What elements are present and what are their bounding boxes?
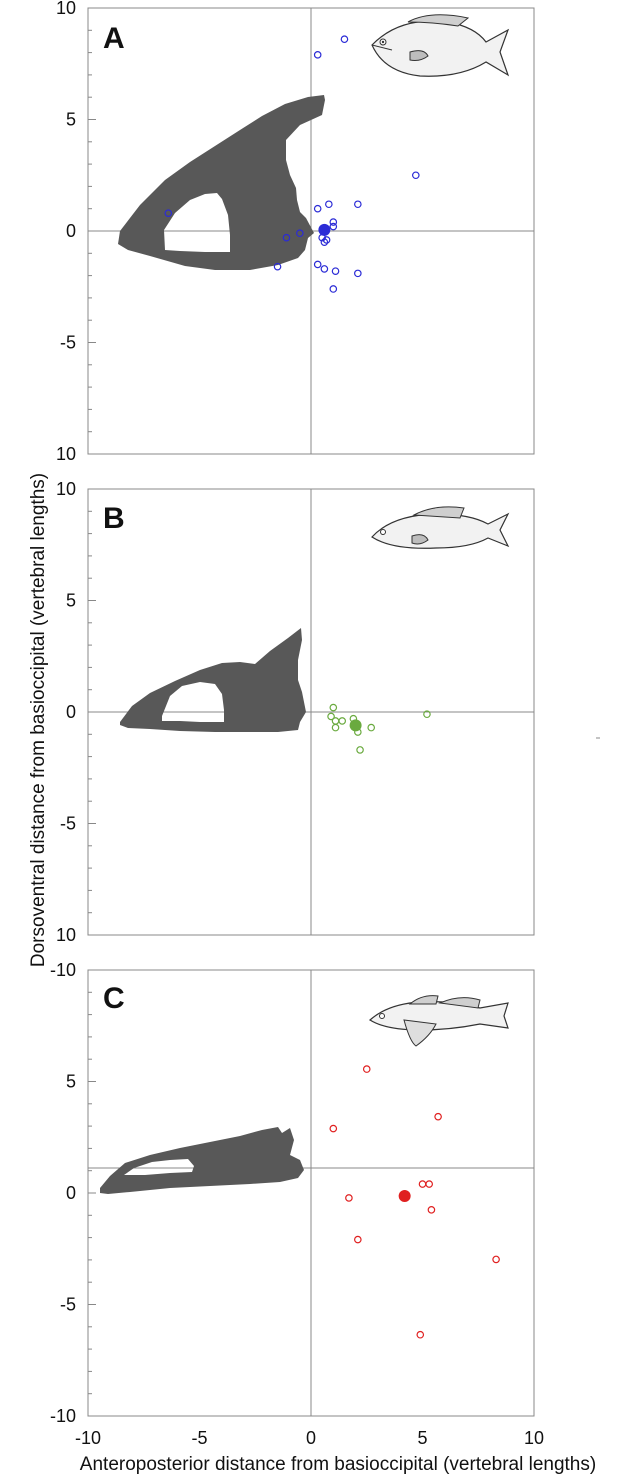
y-tick-label: 5 — [66, 110, 76, 130]
data-point — [329, 1124, 338, 1133]
data-point — [331, 267, 340, 275]
data-point — [320, 238, 329, 246]
x-tick-label: 0 — [306, 1428, 316, 1448]
data-point — [273, 262, 282, 271]
y-tick-label: 10 — [56, 0, 76, 18]
data-point — [296, 229, 304, 238]
y-tick-label: -5 — [60, 814, 76, 834]
data-point — [427, 1206, 436, 1214]
data-points — [329, 1065, 500, 1339]
panel-letter: A — [103, 22, 125, 55]
x-tick-label: 10 — [524, 1428, 544, 1448]
data-point — [282, 233, 291, 242]
data-point — [412, 171, 420, 180]
panel-letter: B — [103, 502, 125, 535]
data-point — [362, 1065, 371, 1073]
y-tick-labels: 10 5 0 -5 10 — [56, 479, 96, 945]
fish-illustration — [369, 995, 509, 1047]
data-point — [329, 222, 338, 231]
data-point — [418, 1180, 427, 1188]
data-point — [345, 1194, 353, 1202]
data-point — [327, 712, 335, 721]
mean-point — [349, 719, 362, 732]
x-axis-title: Anteroposterior distance from basioccipi… — [80, 1454, 596, 1475]
data-point — [329, 285, 338, 293]
panel-b: B 10 5 0 -5 10 — [56, 479, 535, 945]
data-point — [313, 204, 322, 213]
data-point — [356, 746, 364, 754]
fish-illustration — [371, 14, 510, 77]
data-point — [313, 51, 322, 59]
data-point — [354, 1235, 362, 1244]
data-point — [423, 710, 431, 719]
y-tick-label: -5 — [60, 1295, 76, 1315]
x-tick-labels: -10 -5 0 5 10 — [75, 1428, 544, 1448]
x-tick-label: -10 — [75, 1428, 101, 1448]
data-point — [434, 1112, 442, 1121]
data-point — [340, 35, 349, 44]
data-point — [416, 1330, 425, 1339]
data-point — [329, 218, 338, 226]
y-tick-label: 0 — [66, 1183, 76, 1203]
mean-point — [318, 223, 331, 236]
data-point — [322, 236, 331, 244]
y-tick-label: 10 — [56, 444, 76, 464]
y-tick-label: -5 — [60, 333, 76, 353]
panel-a: A 10 5 0 -5 10 — [56, 0, 535, 464]
y-tick-labels: 10 5 0 -5 10 — [56, 0, 96, 464]
y-tick-label: 0 — [66, 702, 76, 722]
data-point — [313, 260, 322, 269]
data-point — [338, 717, 347, 725]
y-tick-label: 10 — [56, 479, 76, 499]
skull-silhouette — [120, 628, 306, 732]
panel-letter: C — [103, 982, 125, 1015]
x-tick-label: 5 — [417, 1428, 427, 1448]
data-points — [327, 703, 431, 754]
y-tick-label: 5 — [66, 1072, 76, 1092]
y-tick-labels: -10 5 0 -5 -10 — [50, 960, 96, 1426]
data-point — [164, 209, 173, 217]
data-point — [354, 269, 362, 278]
y-tick-label: 10 — [56, 925, 76, 945]
mean-point — [398, 1189, 411, 1202]
data-point — [331, 723, 340, 732]
data-point — [329, 703, 338, 712]
skull-silhouette — [118, 95, 325, 270]
y-tick-label: -10 — [50, 1406, 76, 1426]
y-tick-label: -10 — [50, 960, 76, 980]
data-point — [425, 1180, 433, 1188]
data-points — [164, 35, 420, 293]
data-point — [320, 265, 329, 273]
y-tick-label: 0 — [66, 221, 76, 241]
data-point — [367, 723, 376, 732]
data-point — [325, 200, 333, 209]
x-tick-label: -5 — [191, 1428, 207, 1448]
y-tick-label: 5 — [66, 591, 76, 611]
data-point — [354, 200, 362, 209]
data-point — [492, 1255, 500, 1264]
data-point — [331, 717, 340, 725]
fish-illustration — [371, 506, 510, 549]
skull-silhouette — [100, 1127, 304, 1194]
y-axis-title: Dorsoventral distance from basioccipital… — [28, 473, 49, 967]
panel-c: C -10 5 0 -5 -10 — [50, 960, 535, 1426]
